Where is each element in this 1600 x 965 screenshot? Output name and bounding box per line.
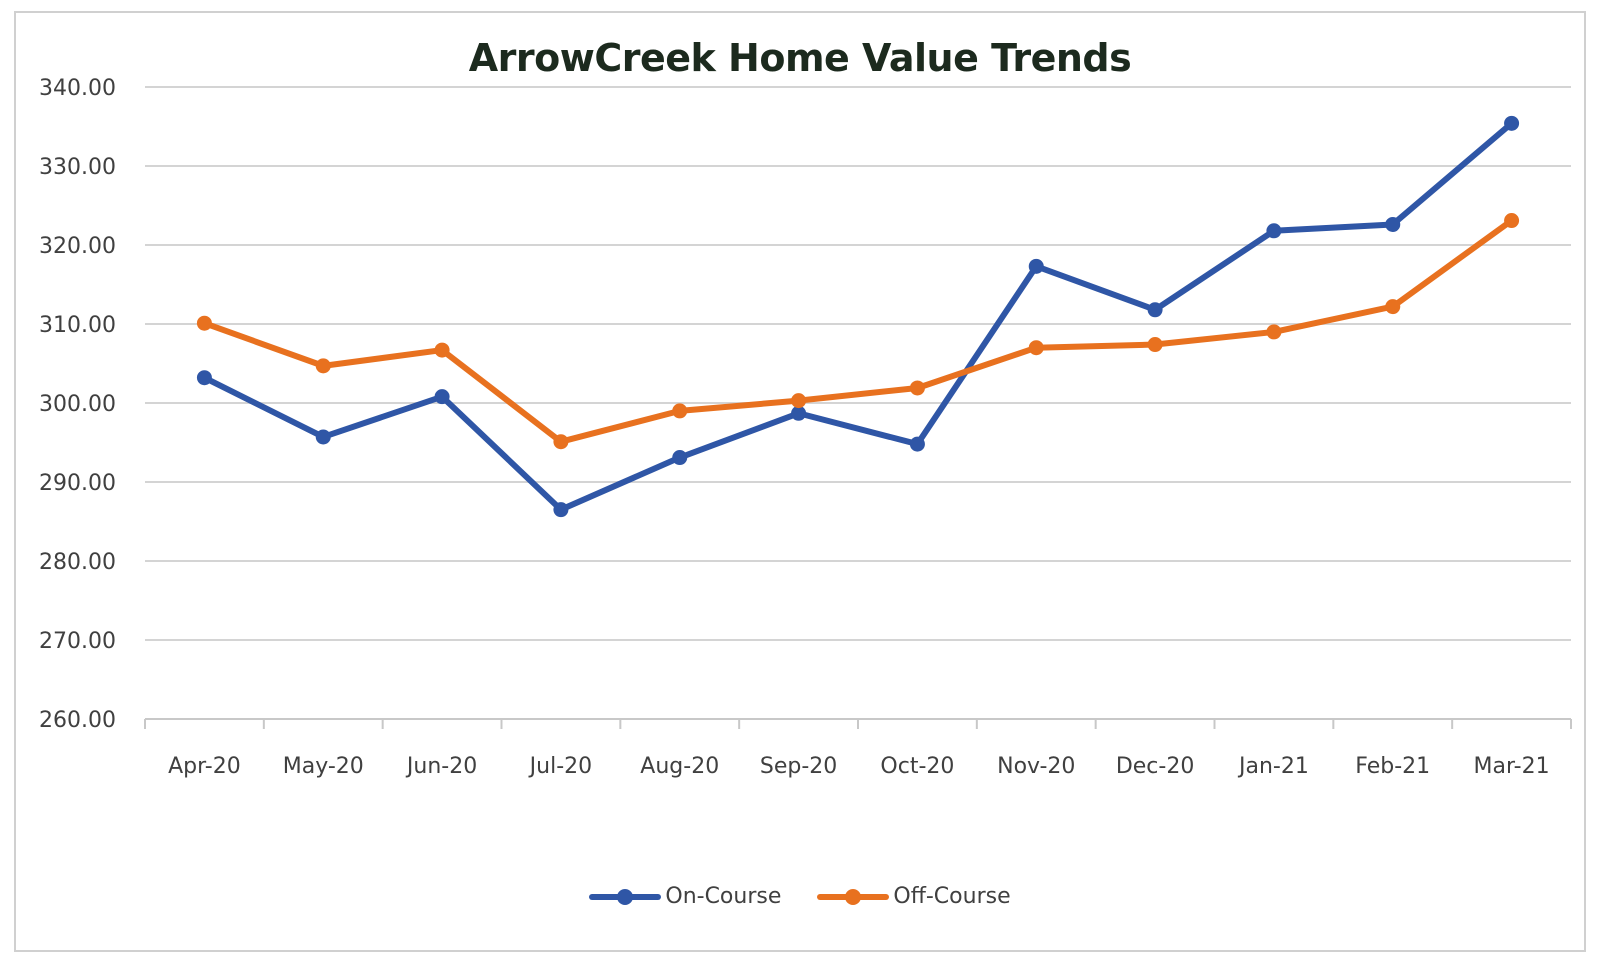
- data-point[interactable]: [1147, 302, 1163, 318]
- data-point[interactable]: [1385, 299, 1401, 315]
- y-tick-label: 290.00: [39, 471, 116, 496]
- x-tick-label: Nov-20: [997, 754, 1075, 779]
- y-tick-label: 330.00: [39, 155, 116, 180]
- y-tick-label: 280.00: [39, 550, 116, 575]
- data-point[interactable]: [1147, 337, 1163, 353]
- y-tick-label: 320.00: [39, 234, 116, 259]
- data-point[interactable]: [315, 429, 331, 445]
- data-point[interactable]: [1504, 213, 1520, 229]
- y-tick-label: 310.00: [39, 313, 116, 338]
- y-tick-label: 300.00: [39, 392, 116, 417]
- x-tick-label: May-20: [283, 754, 364, 779]
- x-tick-label: Feb-21: [1355, 754, 1430, 779]
- data-point[interactable]: [1028, 258, 1044, 274]
- data-point[interactable]: [1028, 340, 1044, 356]
- data-point[interactable]: [434, 389, 450, 405]
- data-point[interactable]: [553, 502, 569, 518]
- chart-title: ArrowCreek Home Value Trends: [468, 36, 1132, 80]
- x-tick-label: Dec-20: [1116, 754, 1195, 779]
- series-line-off-course: [201, 217, 1515, 445]
- data-point[interactable]: [1266, 223, 1282, 239]
- data-point[interactable]: [315, 358, 331, 374]
- data-point[interactable]: [909, 436, 925, 452]
- data-point[interactable]: [791, 405, 807, 421]
- data-point[interactable]: [1266, 324, 1282, 340]
- legend: On-Course Off-Course: [0, 884, 1600, 909]
- data-point[interactable]: [553, 434, 569, 450]
- y-tick-label: 270.00: [39, 629, 116, 654]
- x-tick-label: Sep-20: [760, 754, 837, 779]
- legend-label: Off-Course: [893, 884, 1011, 909]
- legend-item-on-course[interactable]: On-Course: [589, 884, 781, 909]
- data-point[interactable]: [196, 315, 212, 331]
- legend-item-off-course[interactable]: Off-Course: [817, 884, 1011, 909]
- x-tick-label: Jun-20: [405, 754, 477, 779]
- x-tick-label: Jul-20: [528, 754, 592, 779]
- data-point[interactable]: [196, 370, 212, 386]
- data-point[interactable]: [791, 393, 807, 409]
- series-line-on-course: [201, 120, 1515, 513]
- x-tick-label: Apr-20: [168, 754, 241, 779]
- data-point[interactable]: [672, 403, 688, 419]
- data-point[interactable]: [1385, 216, 1401, 232]
- x-tick-label: Aug-20: [640, 754, 719, 779]
- y-tick-label: 340.00: [39, 76, 116, 101]
- line-marker-icon: [817, 887, 890, 907]
- x-tick-label: Oct-20: [880, 754, 954, 779]
- data-point[interactable]: [434, 342, 450, 358]
- x-tick-label: Jan-21: [1237, 754, 1309, 779]
- data-point[interactable]: [1504, 115, 1520, 131]
- legend-label: On-Course: [665, 884, 782, 909]
- y-tick-label: 260.00: [39, 708, 116, 733]
- line-marker-icon: [589, 887, 662, 907]
- data-point[interactable]: [672, 450, 688, 466]
- x-tick-label: Mar-21: [1474, 754, 1550, 779]
- data-point[interactable]: [909, 380, 925, 396]
